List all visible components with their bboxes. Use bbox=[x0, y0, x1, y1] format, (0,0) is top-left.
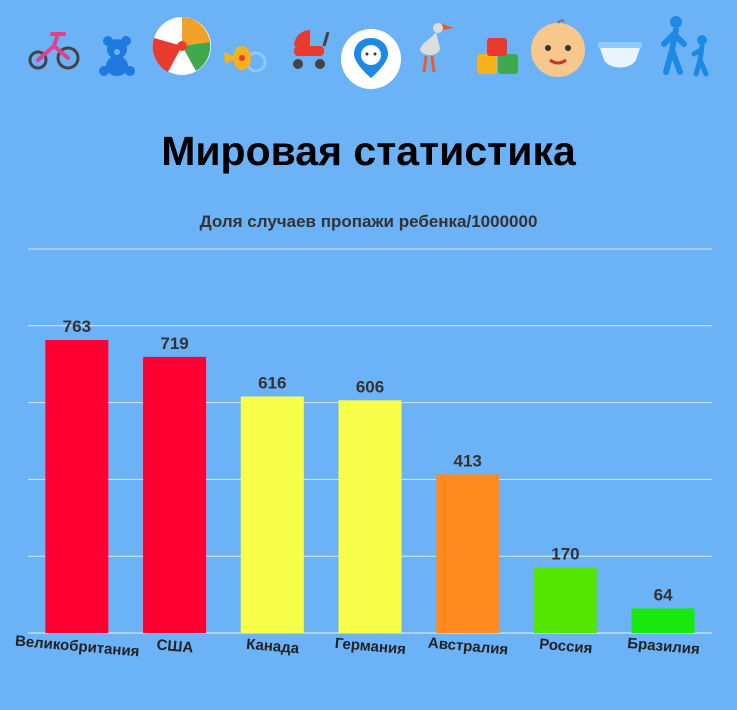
data-label: 64 bbox=[654, 585, 673, 604]
beach-ball-icon bbox=[152, 17, 211, 75]
chart-title: Мировая статистика bbox=[161, 128, 576, 174]
data-label: 170 bbox=[551, 545, 579, 564]
category-label: США bbox=[156, 636, 194, 656]
data-label: 616 bbox=[258, 373, 286, 392]
parent-child-walking-icon bbox=[661, 16, 709, 77]
bar bbox=[45, 340, 109, 633]
abc-blocks-icon bbox=[477, 38, 518, 74]
bar bbox=[240, 396, 304, 633]
child-locator-icon bbox=[341, 29, 401, 89]
bar bbox=[631, 608, 695, 633]
stork-icon bbox=[420, 23, 454, 73]
bar bbox=[533, 567, 597, 633]
category-label: Канада bbox=[246, 636, 301, 658]
pacifier-icon bbox=[224, 46, 267, 73]
category-label: Россия bbox=[539, 636, 594, 658]
category-label: Австралия bbox=[427, 635, 509, 659]
tricycle-icon bbox=[28, 32, 80, 70]
chart-subtitle: Доля случаев пропажи ребенка/1000000 bbox=[199, 212, 538, 231]
baby-face-icon bbox=[531, 19, 585, 77]
diaper-icon bbox=[598, 42, 642, 68]
decorative-icon-strip bbox=[0, 0, 737, 110]
bar bbox=[338, 400, 402, 633]
bar bbox=[436, 474, 500, 633]
stroller-icon bbox=[293, 30, 330, 69]
data-label: 413 bbox=[454, 451, 482, 470]
data-label: 606 bbox=[356, 377, 384, 396]
category-label: Бразилия bbox=[627, 635, 701, 658]
data-label: 763 bbox=[63, 317, 91, 336]
category-label: Великобритания bbox=[14, 633, 140, 661]
category-label: Германия bbox=[334, 635, 407, 658]
bar bbox=[143, 356, 207, 633]
teddy-bear-icon bbox=[99, 36, 135, 76]
data-label: 719 bbox=[160, 334, 188, 353]
